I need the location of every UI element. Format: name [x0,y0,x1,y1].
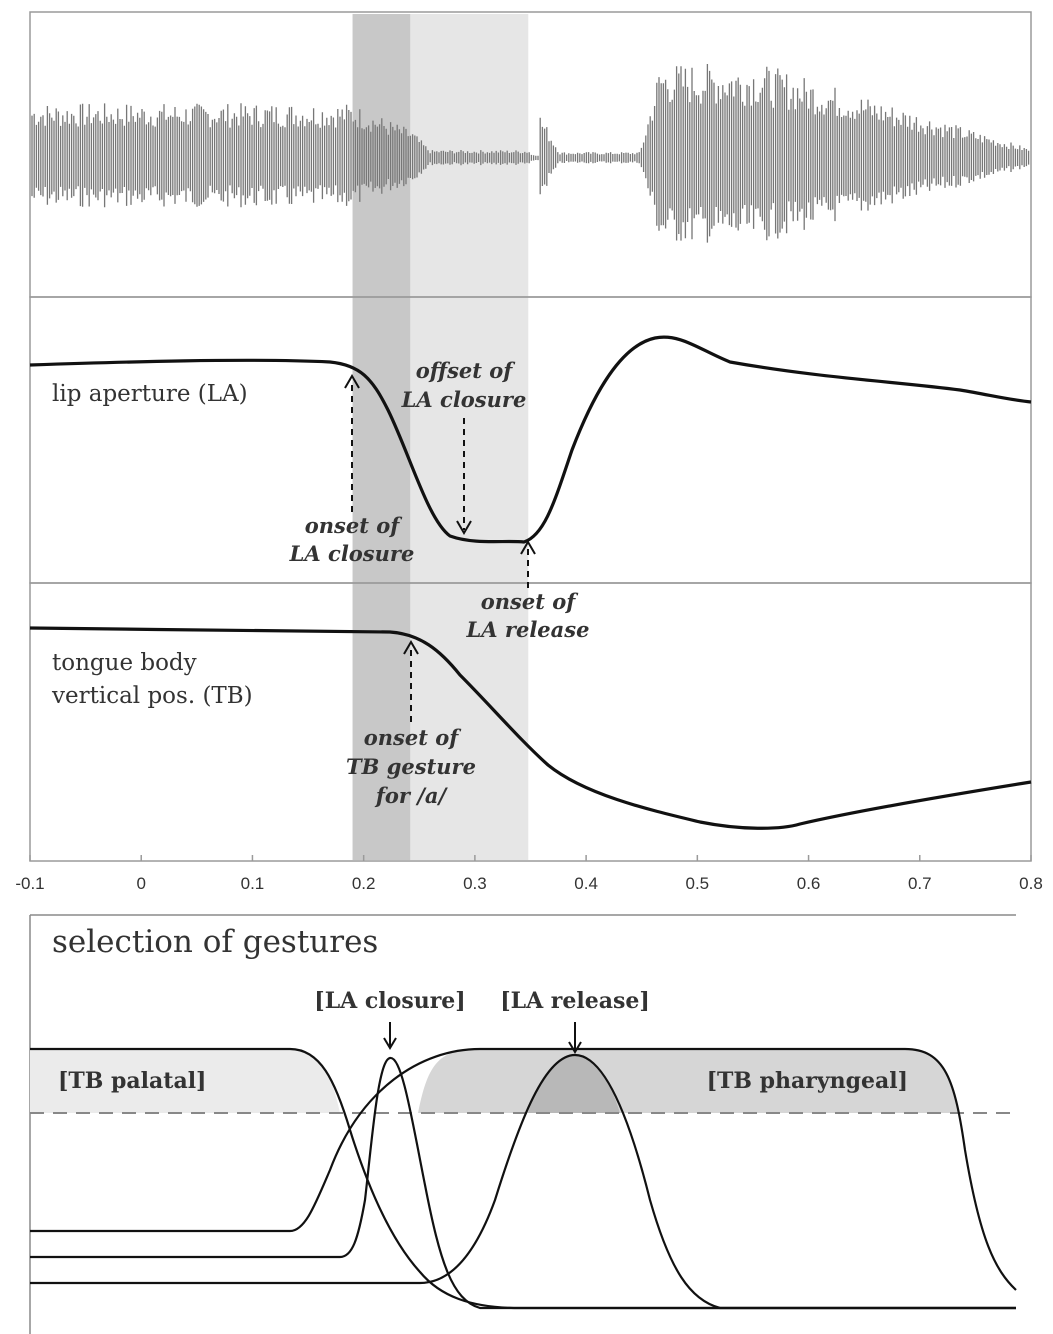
la-closure-pointer-arrow [383,1022,397,1050]
onset-tb-gesture-arrow [403,640,419,722]
time-axis-tick-label: 0.5 [686,874,710,893]
time-axis: -0.1 0 0.1 0.2 0.3 0.4 0.5 0.6 0.7 0.8 [15,855,1043,893]
la-closure-label: [LA closure] [314,988,465,1014]
time-axis-tick-label: 0.7 [908,874,932,893]
offset-la-closure-arrow [456,418,472,535]
lip-aperture-label: lip aperture (LA) [52,381,248,407]
onset-la-closure-line2: LA closure [289,541,415,566]
onset-la-release-line1: onset of [481,589,579,614]
tongue-body-label-line2: vertical pos. (TB) [51,683,253,709]
tongue-body-trajectory [29,626,1032,830]
selection-title: selection of gestures [52,924,378,960]
time-axis-tick-label: 0.1 [241,874,265,893]
time-axis-tick-label: 0.8 [1019,874,1043,893]
time-axis-tick-label: 0.4 [574,874,598,893]
la-release-pointer-arrow [568,1022,582,1054]
time-axis-tick-label: 0.3 [463,874,487,893]
offset-la-closure-line2: LA closure [401,387,527,412]
la-release-label: [LA release] [500,988,650,1014]
la-release-activation [30,1053,1016,1310]
acoustic-waveform [31,64,1030,243]
time-axis-tick-label: 0.2 [352,874,376,893]
tb-pharyngeal-activation [30,1047,1017,1291]
onset-tb-gesture-line1: onset of [364,725,462,750]
onset-tb-gesture-line2: TB gesture [346,754,476,779]
tongue-body-label-line1: tongue body [52,650,197,676]
time-axis-tick-label: 0.6 [797,874,821,893]
offset-la-closure-line1: offset of [416,358,517,383]
time-axis-tick-label: -0.1 [15,874,44,893]
la-closure-activation [30,1056,1016,1310]
onset-la-closure-arrow [344,374,360,512]
tb-palatal-selection-region [30,1049,340,1113]
onset-la-release-arrow [520,540,536,588]
onset-tb-gesture-line3: for /a/ [374,783,449,808]
tb-palatal-activation [30,1047,1016,1310]
tb-pharyngeal-label: [TB pharyngeal] [707,1068,908,1094]
onset-la-closure-line1: onset of [305,513,403,538]
time-axis-tick-label: 0 [136,874,145,893]
lip-aperture-trajectory [29,335,1032,544]
tongue-body-panel [29,582,1032,862]
onset-la-release-line2: LA release [466,617,590,642]
waveform-trace [31,64,1030,243]
tb-palatal-label: [TB palatal] [58,1068,206,1094]
